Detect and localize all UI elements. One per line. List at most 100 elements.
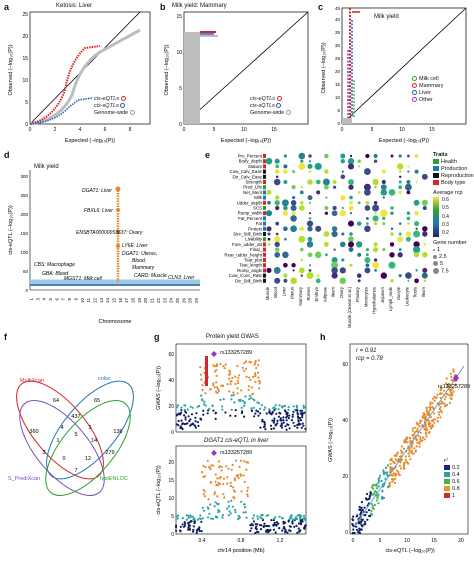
gwas-point	[250, 386, 253, 389]
h-point	[376, 487, 379, 490]
circle-icon	[412, 76, 417, 82]
a-legend-eqtl: cis-eQTLs	[94, 96, 120, 102]
a-ylabel: Observed (−log₁₀(P))	[8, 44, 14, 95]
gwas-point	[271, 419, 274, 422]
matrix-dot	[357, 252, 362, 257]
matrix-dot	[372, 215, 379, 222]
gene-tick: 1	[437, 247, 441, 253]
h-point	[382, 469, 385, 472]
gwas-point	[236, 379, 239, 382]
eqtl-point	[176, 517, 179, 520]
tissue-label: Mammary	[298, 286, 303, 306]
matrix-dot	[348, 205, 354, 211]
eqtl-point	[254, 531, 257, 535]
e-rcp-title: Average rcp	[433, 190, 463, 196]
h-point	[444, 395, 447, 398]
matrix-dot	[413, 241, 420, 248]
eqtl-point	[303, 526, 306, 529]
e-traits-title: Traits	[433, 152, 448, 158]
matrix-dot	[339, 277, 347, 285]
h-point	[430, 425, 433, 428]
h-point	[427, 431, 431, 435]
gwas-point	[278, 411, 281, 414]
h-point	[399, 461, 402, 464]
h-point	[429, 401, 432, 404]
eqtl-point	[251, 524, 255, 527]
matrix-dot	[291, 211, 296, 216]
h-point	[398, 464, 401, 467]
matrix-dot	[332, 205, 337, 211]
panel-d-title: Milk yield	[34, 164, 59, 170]
gwas-point	[247, 385, 250, 388]
c-xlabel: Expected (−log₁₀(P))	[379, 138, 429, 144]
matrix-dot	[381, 179, 386, 185]
a-ytick: 20	[22, 34, 28, 40]
trait-label: SCS	[253, 206, 262, 211]
gwas-point	[186, 422, 189, 425]
eqtl-point	[198, 526, 201, 529]
eqtl-point	[235, 459, 238, 462]
h-point	[409, 458, 412, 461]
b-xtick: 10	[241, 127, 247, 133]
panel-g-plot: rs133257289 rs133257289 0 20 40 60 0 5 1…	[156, 343, 307, 554]
panel-b: b Milk yield: Mammary 0 5 10 15 0 5 10 1…	[158, 0, 316, 150]
h-point	[429, 403, 432, 406]
matrix-dot	[390, 279, 394, 283]
matrix-dot	[364, 225, 371, 233]
eqtl-point	[264, 530, 268, 533]
trait-type-swatch	[263, 226, 266, 231]
venn-count: 5	[74, 432, 77, 438]
matrix-dot	[348, 184, 354, 190]
gwas-point	[224, 363, 227, 366]
c-xtick: 0	[341, 127, 344, 133]
h-point	[357, 531, 360, 534]
gwas-point	[257, 376, 260, 379]
matrix-dot	[273, 178, 281, 186]
h-point	[419, 431, 422, 434]
h-point	[410, 446, 413, 449]
gwas-point	[234, 409, 237, 412]
h-point	[431, 419, 434, 422]
gwas-point	[216, 391, 219, 395]
panel-e-plot: Pro_PercentBody_depthStatureCow_Calv_Eas…	[224, 152, 428, 328]
gwas-point	[273, 419, 276, 422]
matrix-dot	[380, 184, 387, 191]
chromosome-tick: 26	[181, 298, 186, 304]
gwas-point	[258, 387, 261, 390]
matrix-dot	[341, 206, 344, 210]
matrix-dot	[307, 163, 313, 169]
matrix-dot	[341, 232, 345, 236]
legend-swatch	[444, 493, 450, 499]
panel-h: h r = 0.91 rcp = 0.78 rs133257289 0 5 10…	[320, 330, 474, 567]
h-point	[434, 396, 437, 399]
eqtl-point	[274, 531, 277, 534]
eqtl-point	[207, 498, 210, 501]
h-point	[421, 436, 425, 439]
gwas-point	[292, 410, 295, 413]
gwas-point	[240, 406, 243, 409]
trait-type-swatch	[263, 216, 266, 221]
gwas-point	[270, 427, 273, 431]
h-point	[360, 509, 363, 512]
matrix-dot	[266, 267, 272, 273]
eqtl-point	[300, 515, 303, 518]
h-point	[360, 506, 363, 509]
trait-type-swatch	[263, 174, 266, 179]
g-bottom-title: DGAT1 cis-eQTL in liver	[204, 438, 269, 444]
gwas-point	[278, 404, 281, 407]
g-xtick: 0.4	[199, 538, 206, 544]
matrix-dot	[283, 273, 288, 278]
venn-count: 3	[88, 425, 91, 431]
h-point	[423, 414, 426, 417]
eqtl-point	[226, 476, 229, 479]
matrix-dot	[306, 241, 314, 248]
h-point	[398, 474, 401, 477]
gwas-point	[274, 424, 277, 427]
h-point	[450, 375, 453, 378]
panel-c-legend: Milk cell Mammary Liver Other	[412, 76, 443, 104]
matrix-dot	[298, 162, 306, 170]
e-trait-body: Body type	[441, 180, 466, 186]
h-point	[418, 425, 421, 428]
matrix-dot	[390, 154, 394, 158]
gwas-point	[177, 412, 180, 415]
